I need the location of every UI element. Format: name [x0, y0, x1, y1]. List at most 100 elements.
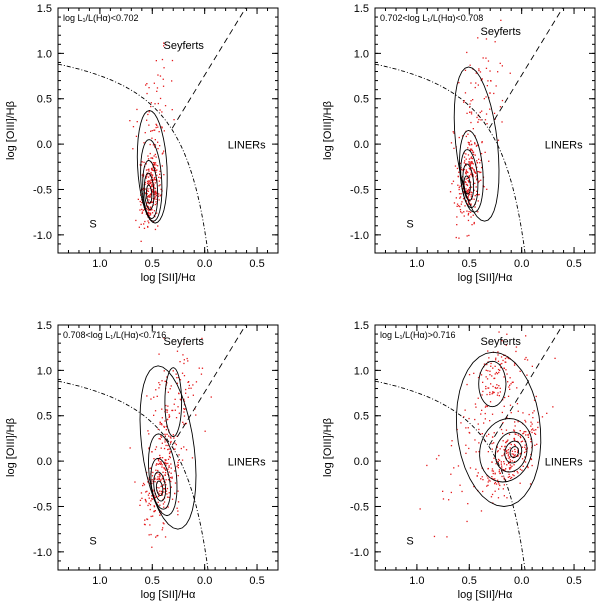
data-point [471, 161, 473, 163]
data-point [524, 451, 526, 454]
data-point [160, 485, 162, 488]
data-point [155, 464, 157, 466]
data-point [467, 214, 469, 216]
data-point [159, 474, 161, 476]
data-point [157, 102, 159, 105]
density-contour [136, 110, 168, 224]
data-point [168, 414, 170, 416]
panel-title: log L₁/L(Hα)>0.716 [380, 330, 456, 340]
data-point [150, 194, 152, 196]
panel-3: 1.0 0.5 0.0 0.5 1.5 1.0 0.5 0.0 -0.5 -1.0 log [SII… [5, 320, 279, 601]
data-point [150, 130, 152, 132]
data-point [157, 476, 159, 478]
data-point [470, 157, 472, 159]
data-point [198, 367, 200, 369]
data-point [509, 72, 511, 74]
density-contour [455, 351, 542, 507]
data-point [159, 109, 161, 111]
data-point [151, 475, 154, 477]
data-point [151, 546, 153, 548]
data-point [163, 42, 165, 44]
data-point [482, 479, 484, 481]
data-point [534, 433, 537, 435]
data-point [183, 362, 185, 365]
data-point [167, 506, 169, 508]
data-point [502, 469, 505, 471]
data-point [143, 223, 145, 225]
data-point [480, 179, 482, 181]
data-point [149, 508, 151, 511]
data-point [161, 417, 163, 419]
data-point [508, 386, 510, 388]
data-point [476, 116, 478, 119]
data-point [479, 71, 482, 73]
data-point [525, 421, 527, 423]
data-point [148, 111, 150, 113]
data-point [481, 110, 483, 112]
data-point [508, 473, 510, 475]
data-point [163, 426, 165, 428]
data-point [493, 457, 495, 459]
data-point [450, 491, 452, 494]
data-point [552, 406, 554, 408]
data-point [507, 461, 510, 463]
data-point [488, 433, 490, 435]
data-point [487, 350, 489, 352]
data-point [191, 457, 194, 459]
data-point [149, 187, 151, 190]
data-point [511, 381, 513, 383]
data-point [181, 459, 184, 461]
data-point [531, 423, 533, 425]
data-point [154, 167, 156, 169]
data-point [465, 135, 467, 138]
data-point [498, 488, 500, 490]
data-point [524, 444, 526, 446]
data-point [468, 162, 470, 164]
data-point [145, 177, 147, 179]
data-point [486, 363, 488, 366]
data-point [174, 470, 176, 472]
data-point [149, 467, 151, 470]
data-point [475, 72, 477, 74]
data-point [507, 381, 509, 383]
data-point [509, 377, 511, 379]
data-point [141, 497, 143, 499]
data-point [187, 396, 189, 398]
data-point [162, 85, 165, 87]
data-point [151, 479, 153, 481]
data-point [488, 387, 490, 389]
data-point [144, 188, 146, 190]
data-point [460, 203, 462, 205]
data-point [159, 173, 161, 175]
data-point [136, 121, 138, 123]
data-point [495, 85, 497, 87]
data-point [159, 97, 162, 100]
data-point [150, 533, 152, 536]
data-point [168, 455, 171, 458]
data-point [164, 536, 167, 538]
data-point [158, 493, 160, 495]
data-point [150, 157, 152, 159]
data-point [467, 141, 469, 144]
data-point [162, 471, 164, 473]
data-point [155, 194, 157, 197]
data-point [448, 499, 450, 501]
data-point [185, 422, 187, 425]
data-point [525, 448, 527, 450]
data-point [508, 457, 510, 459]
data-point [503, 461, 505, 463]
data-point [524, 419, 526, 422]
data-point [525, 335, 527, 337]
data-point [163, 150, 165, 152]
data-point [465, 172, 467, 174]
data-point [145, 499, 147, 502]
data-point [188, 387, 190, 389]
data-point [176, 507, 178, 509]
data-point [161, 127, 163, 129]
data-point [148, 168, 150, 170]
data-point [166, 425, 168, 427]
data-point [156, 472, 158, 474]
data-point [481, 166, 483, 169]
density-contour [146, 184, 153, 204]
data-point [148, 213, 150, 215]
